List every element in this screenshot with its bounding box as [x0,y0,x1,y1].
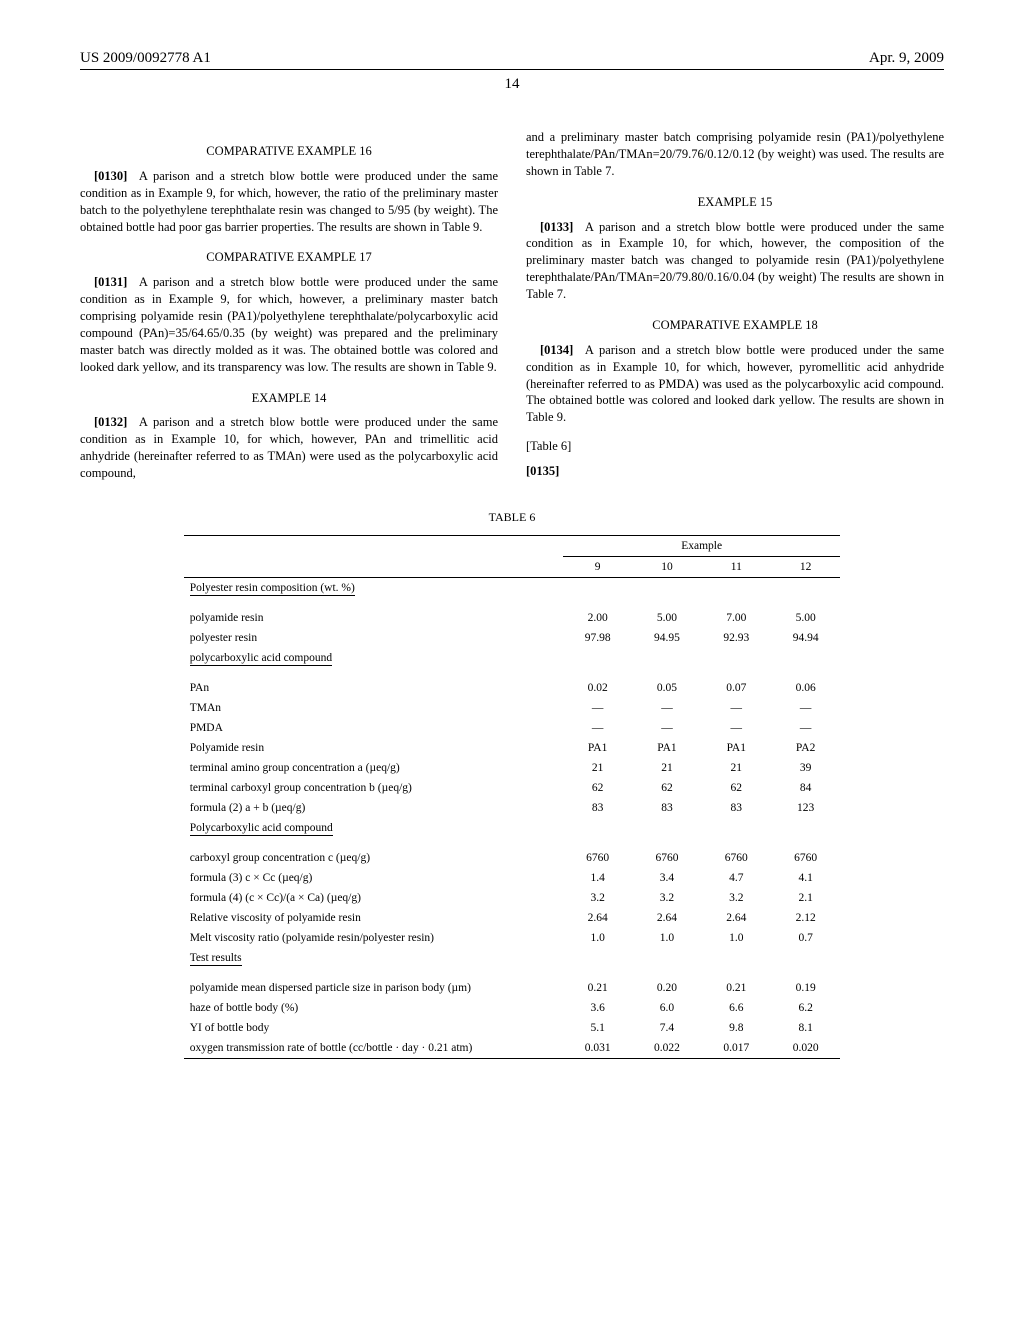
paragraph-text: A parison and a stretch blow bottle were… [80,169,498,234]
table-6: TABLE 6 Example 9 10 11 12 Polyester res… [80,510,944,1059]
page-number: 14 [80,76,944,93]
table-caption: TABLE 6 [80,510,944,525]
table-row: polyester resin97.9894.9592.9394.94 [184,628,841,648]
paragraph: [0132] A parison and a stretch blow bott… [80,414,498,482]
paragraph: and a preliminary master batch comprisin… [526,129,944,180]
table-row: TMAn———— [184,698,841,718]
paragraph-number: [0130] [94,169,127,183]
table-col-header: 11 [702,556,771,577]
section-heading: EXAMPLE 15 [526,194,944,211]
table-reference: [Table 6] [526,438,944,455]
paragraph-number: [0132] [94,415,127,429]
table-row: YI of bottle body5.17.49.88.1 [184,1018,841,1038]
table-col-header: 9 [563,556,632,577]
table-col-header: 10 [632,556,701,577]
paragraph-number: [0134] [540,343,573,357]
table-section-label: Test results [190,952,242,966]
table-row: terminal amino group concentration a (µe… [184,758,841,778]
table-row: formula (3) c × Cc (µeq/g)1.43.44.74.1 [184,868,841,888]
paragraph-text: A parison and a stretch blow bottle were… [80,415,498,480]
paragraph: [0134] A parison and a stretch blow bott… [526,342,944,426]
section-heading: EXAMPLE 14 [80,390,498,407]
paragraph: [0130] A parison and a stretch blow bott… [80,168,498,236]
paragraph-text: A parison and a stretch blow bottle were… [526,343,944,425]
section-heading: COMPARATIVE EXAMPLE 16 [80,143,498,160]
table-row: Melt viscosity ratio (polyamide resin/po… [184,928,841,948]
table-row: Relative viscosity of polyamide resin2.6… [184,908,841,928]
paragraph-number: [0131] [94,275,127,289]
table-row: oxygen transmission rate of bottle (cc/b… [184,1038,841,1059]
paragraph-text: A parison and a stretch blow bottle were… [80,275,498,373]
table-section-label: Polyester resin composition (wt. %) [190,582,355,596]
paragraph-text: A parison and a stretch blow bottle were… [526,220,944,302]
section-heading: COMPARATIVE EXAMPLE 17 [80,249,498,266]
paragraph-number: [0135] [526,463,944,480]
right-column: and a preliminary master batch comprisin… [526,129,944,486]
table-section-label: polycarboxylic acid compound [190,652,332,666]
table-section-label: Polycarboxylic acid compound [190,822,333,836]
table-row: formula (4) (c × Cc)/(a × Ca) (µeq/g)3.2… [184,888,841,908]
paragraph: [0131] A parison and a stretch blow bott… [80,274,498,375]
table-row: Polyamide resinPA1PA1PA1PA2 [184,738,841,758]
table-col-header: 12 [771,556,840,577]
table-row: formula (2) a + b (µeq/g)838383123 [184,798,841,818]
table-row: polyamide resin2.005.007.005.00 [184,608,841,628]
table-row: haze of bottle body (%)3.66.06.66.2 [184,998,841,1018]
publication-number: US 2009/0092778 A1 [80,50,211,67]
table-row: PAn0.020.050.070.06 [184,678,841,698]
paragraph: [0133] A parison and a stretch blow bott… [526,219,944,303]
left-column: COMPARATIVE EXAMPLE 16 [0130] A parison … [80,129,498,486]
publication-date: Apr. 9, 2009 [869,50,944,67]
paragraph-number: [0133] [540,220,573,234]
table-group-header: Example [563,535,840,556]
table-row: PMDA———— [184,718,841,738]
table-row: carboxyl group concentration c (µeq/g)67… [184,848,841,868]
table-row: polyamide mean dispersed particle size i… [184,978,841,998]
table-row: terminal carboxyl group concentration b … [184,778,841,798]
section-heading: COMPARATIVE EXAMPLE 18 [526,317,944,334]
